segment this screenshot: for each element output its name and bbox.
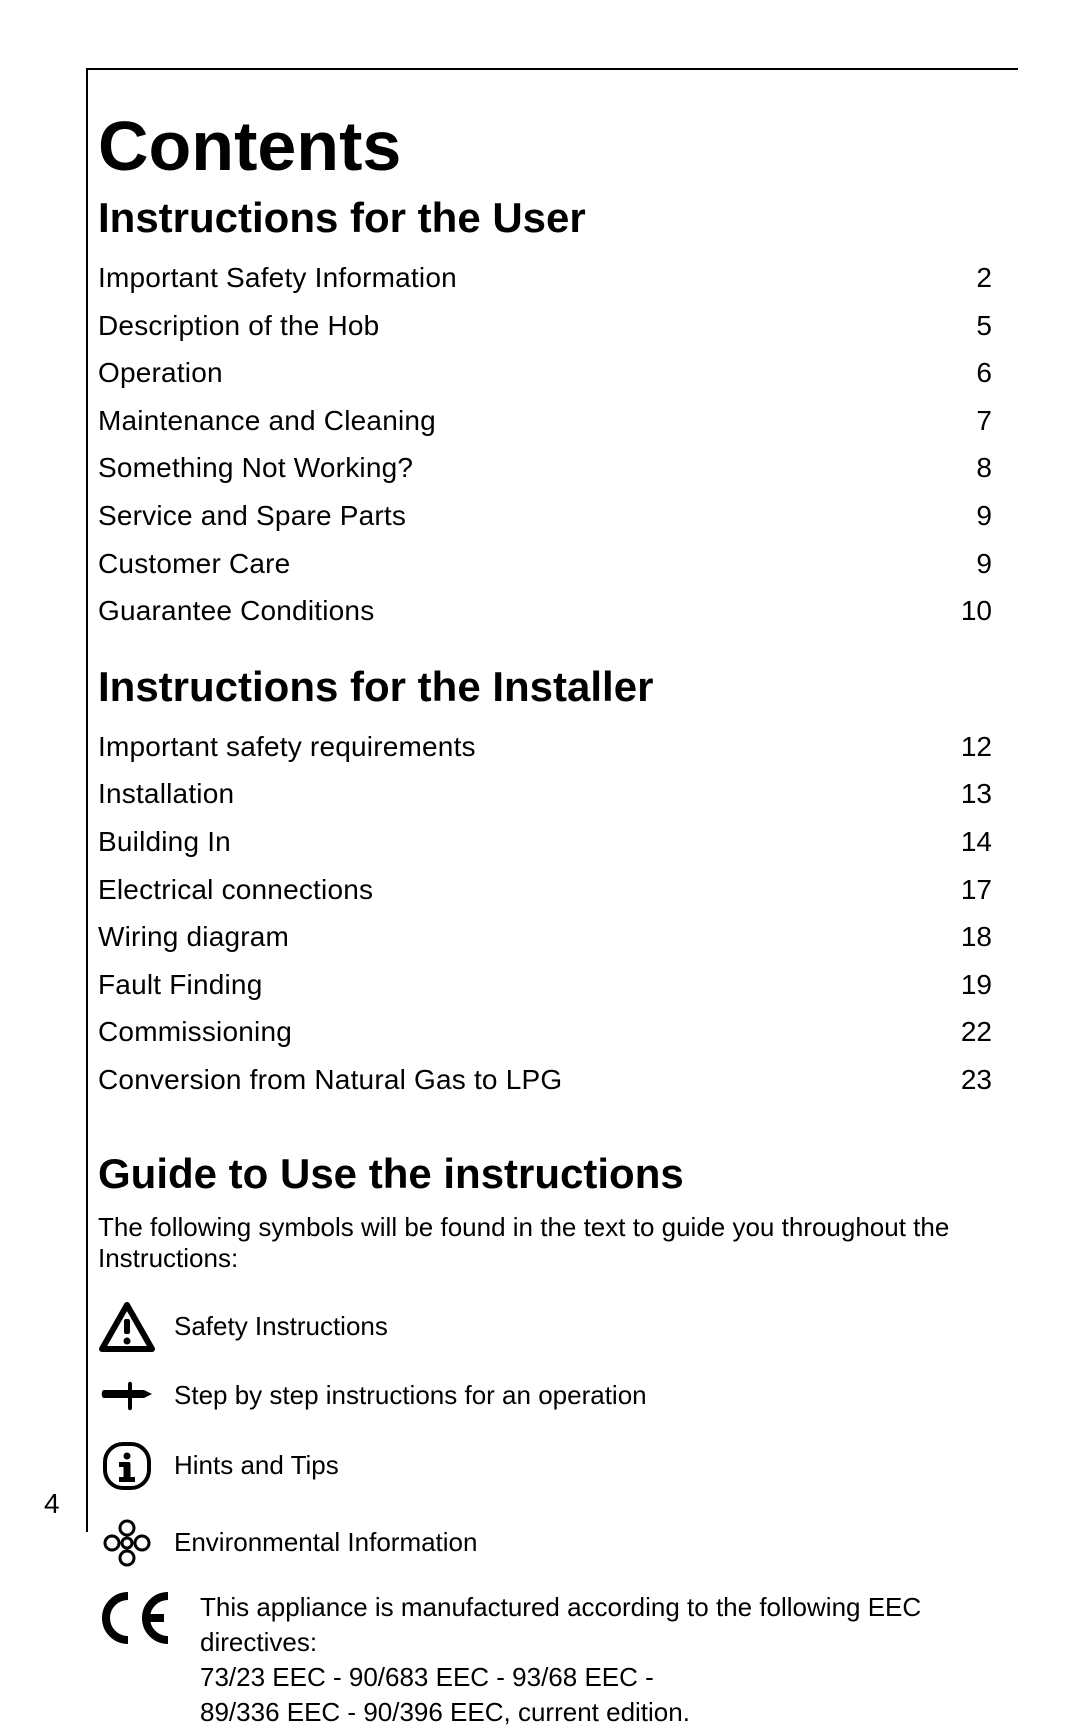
toc-row: Something Not Working? 8 [98,444,992,492]
section-heading-user: Instructions for the User [98,194,992,242]
page-frame: Contents Instructions for the User Impor… [86,68,1018,1532]
toc-row: Operation 6 [98,349,992,397]
toc-label: Maintenance and Cleaning [98,397,436,445]
warning-triangle-icon [98,1302,156,1352]
pointing-hand-icon [98,1378,156,1414]
toc-page: 19 [944,961,992,1009]
toc-label: Operation [98,349,223,397]
toc-page: 7 [944,397,992,445]
toc-row: Wiring diagram 18 [98,913,992,961]
ce-line: This appliance is manufactured according… [200,1590,992,1660]
flower-icon [98,1518,156,1568]
toc-page: 2 [944,254,992,302]
toc-row: Customer Care 9 [98,540,992,588]
toc-label: Guarantee Conditions [98,587,374,635]
ce-block: This appliance is manufactured according… [98,1590,992,1730]
toc-row: Important Safety Information 2 [98,254,992,302]
toc-label: Building In [98,818,231,866]
toc-row: Important safety requirements 12 [98,723,992,771]
toc-row: Fault Finding 19 [98,961,992,1009]
toc-row: Service and Spare Parts 9 [98,492,992,540]
toc-page: 10 [944,587,992,635]
section-heading-installer: Instructions for the Installer [98,663,992,711]
page-number: 4 [44,1488,60,1520]
toc-page: 13 [944,770,992,818]
toc-label: Description of the Hob [98,302,379,350]
toc-row: Conversion from Natural Gas to LPG 23 [98,1056,992,1104]
toc-label: Commissioning [98,1008,292,1056]
toc-label: Installation [98,770,234,818]
toc-row: Maintenance and Cleaning 7 [98,397,992,445]
toc-label: Fault Finding [98,961,262,1009]
toc-user: Important Safety Information 2 Descriptio… [98,254,992,635]
symbol-label: Step by step instructions for an operati… [174,1380,647,1411]
guide-intro: The following symbols will be found in t… [98,1212,992,1274]
symbol-label: Hints and Tips [174,1450,339,1481]
toc-row: Installation 13 [98,770,992,818]
symbol-row-env: Environmental Information [98,1518,992,1568]
toc-row: Electrical connections 17 [98,866,992,914]
toc-row: Commissioning 22 [98,1008,992,1056]
toc-row: Guarantee Conditions 10 [98,587,992,635]
section-heading-guide: Guide to Use the instructions [98,1150,992,1198]
toc-row: Building In 14 [98,818,992,866]
toc-label: Important safety requirements [98,723,476,771]
toc-label: Important Safety Information [98,254,457,302]
toc-label: Wiring diagram [98,913,289,961]
toc-row: Description of the Hob 5 [98,302,992,350]
toc-label: Electrical connections [98,866,373,914]
toc-page: 6 [944,349,992,397]
ce-mark-icon [98,1590,176,1646]
toc-page: 18 [944,913,992,961]
toc-page: 8 [944,444,992,492]
toc-page: 9 [944,540,992,588]
toc-label: Customer Care [98,540,290,588]
toc-label: Service and Spare Parts [98,492,406,540]
ce-text: This appliance is manufactured according… [200,1590,992,1730]
symbol-row-step: Step by step instructions for an operati… [98,1378,992,1414]
toc-page: 9 [944,492,992,540]
symbol-label: Safety Instructions [174,1311,388,1342]
info-rounded-square-icon [98,1440,156,1492]
toc-page: 14 [944,818,992,866]
toc-page: 12 [944,723,992,771]
toc-page: 22 [944,1008,992,1056]
toc-label: Conversion from Natural Gas to LPG [98,1056,562,1104]
ce-line: 73/23 EEC - 90/683 EEC - 93/68 EEC - [200,1660,992,1695]
ce-line: 89/336 EEC - 90/396 EEC, current edition… [200,1695,992,1730]
symbol-row-safety: Safety Instructions [98,1302,992,1352]
toc-label: Something Not Working? [98,444,413,492]
symbol-row-hints: Hints and Tips [98,1440,992,1492]
toc-page: 23 [944,1056,992,1104]
toc-page: 17 [944,866,992,914]
page-title: Contents [98,106,992,186]
toc-installer: Important safety requirements 12 Installa… [98,723,992,1104]
toc-page: 5 [944,302,992,350]
